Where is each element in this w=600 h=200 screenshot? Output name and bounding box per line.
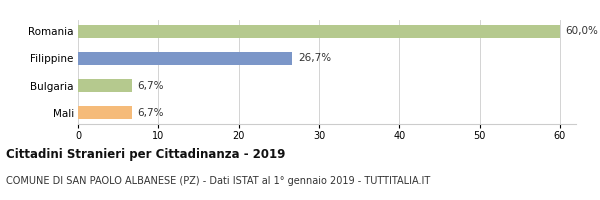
Bar bbox=[78, 52, 292, 65]
Text: 60,0%: 60,0% bbox=[566, 26, 598, 36]
Bar bbox=[78, 106, 132, 119]
Bar bbox=[78, 79, 132, 92]
Text: 26,7%: 26,7% bbox=[298, 53, 331, 63]
Text: COMUNE DI SAN PAOLO ALBANESE (PZ) - Dati ISTAT al 1° gennaio 2019 - TUTTITALIA.I: COMUNE DI SAN PAOLO ALBANESE (PZ) - Dati… bbox=[6, 176, 430, 186]
Text: 6,7%: 6,7% bbox=[137, 81, 164, 91]
Bar bbox=[78, 25, 560, 38]
Text: 6,7%: 6,7% bbox=[137, 108, 164, 118]
Text: Cittadini Stranieri per Cittadinanza - 2019: Cittadini Stranieri per Cittadinanza - 2… bbox=[6, 148, 286, 161]
